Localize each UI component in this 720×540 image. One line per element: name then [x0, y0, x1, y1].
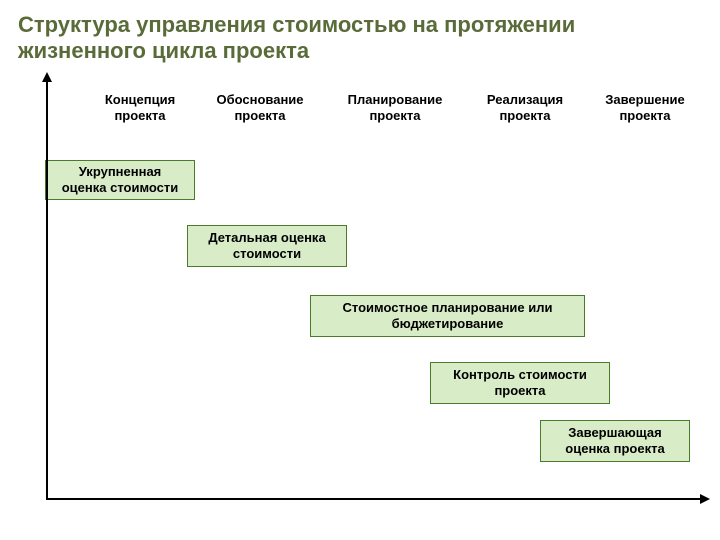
phase-label: Планирование проекта: [330, 92, 460, 123]
y-axis-arrow: [42, 72, 52, 82]
phase-label: Завершение проекта: [590, 92, 700, 123]
phase-label: Обоснование проекта: [200, 92, 320, 123]
phase-label: Концепция проекта: [80, 92, 200, 123]
stage-box: Укрупненная оценка стоимости: [45, 160, 195, 200]
stage-box: Детальная оценка стоимости: [187, 225, 347, 267]
x-axis-arrow: [700, 494, 710, 504]
stage-box: Контроль стоимости проекта: [430, 362, 610, 404]
stage-box: Завершающая оценка проекта: [540, 420, 690, 462]
page-title: Структура управления стоимостью на протя…: [0, 0, 720, 65]
x-axis: [46, 498, 700, 500]
stage-box: Стоимостное планирование или бюджетирова…: [310, 295, 585, 337]
y-axis: [46, 80, 48, 498]
phase-label: Реализация проекта: [470, 92, 580, 123]
